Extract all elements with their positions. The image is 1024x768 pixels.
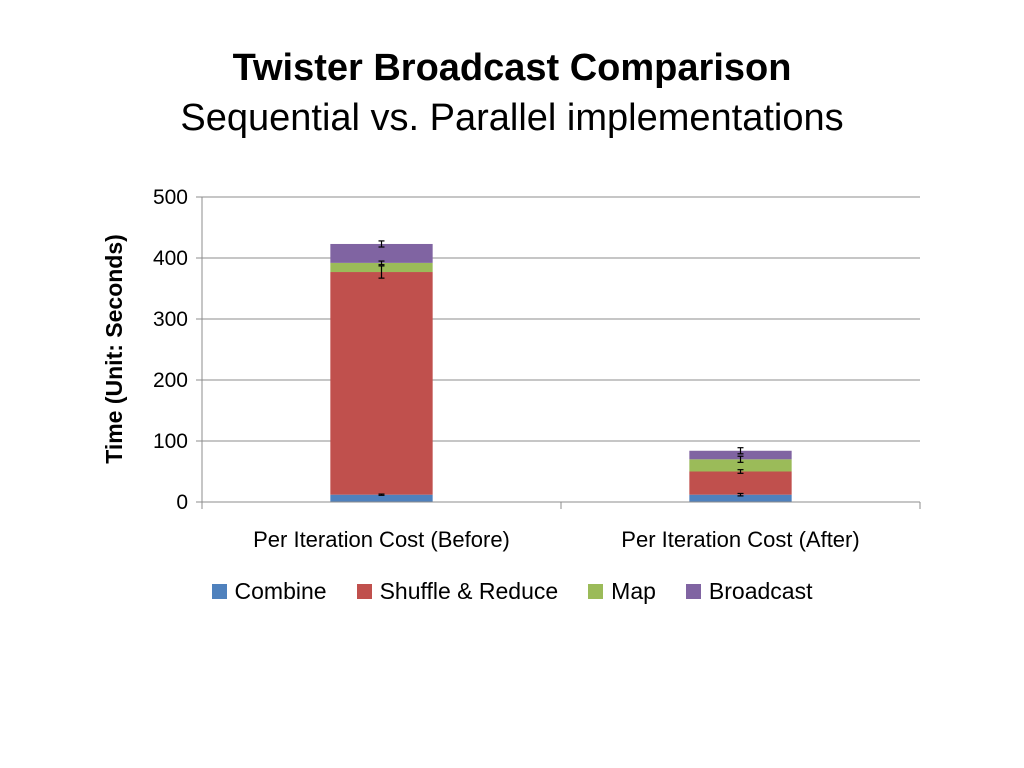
chart-title-block: Twister Broadcast Comparison Sequential … bbox=[0, 44, 1024, 144]
legend-item: Combine bbox=[211, 578, 327, 605]
y-tick-label: 500 bbox=[153, 186, 188, 209]
legend-item: Shuffle & Reduce bbox=[356, 578, 559, 605]
bar-segment-combine bbox=[330, 494, 433, 502]
bar-segment-broadcast bbox=[689, 450, 792, 460]
y-tick-label: 0 bbox=[176, 491, 188, 514]
x-category-label: Per Iteration Cost (Before) bbox=[253, 527, 510, 552]
error-bar bbox=[378, 493, 385, 496]
error-bar bbox=[737, 455, 744, 463]
bars bbox=[330, 243, 792, 502]
grid-lines bbox=[202, 196, 920, 442]
error-bar bbox=[378, 240, 385, 248]
legend-label: Combine bbox=[234, 578, 327, 604]
y-tick-label: 300 bbox=[153, 308, 188, 331]
legend-label: Map bbox=[611, 578, 656, 604]
legend-label: Shuffle & Reduce bbox=[379, 578, 559, 604]
error-bars bbox=[378, 240, 744, 497]
legend-item: Map bbox=[588, 578, 656, 605]
x-category-label: Per Iteration Cost (After) bbox=[621, 527, 859, 552]
legend-item: Broadcast bbox=[685, 578, 813, 605]
error-bar bbox=[737, 469, 744, 474]
error-bar bbox=[737, 447, 744, 455]
y-tick-label: 400 bbox=[153, 247, 188, 270]
chart-subtitle: Sequential vs. Parallel implementations bbox=[180, 97, 844, 139]
bar-segment-shuffle-reduce bbox=[330, 272, 433, 495]
error-bar bbox=[737, 492, 744, 497]
bar-segment-combine bbox=[689, 494, 792, 502]
legend-label: Broadcast bbox=[708, 578, 813, 604]
error-bar bbox=[378, 260, 385, 266]
y-tick-label: 100 bbox=[153, 430, 188, 453]
legend-swatch bbox=[356, 584, 372, 599]
legend: Combine Shuffle & Reduce Map Broadcast bbox=[0, 578, 1024, 605]
bar-segment-broadcast bbox=[330, 243, 433, 263]
legend-swatch bbox=[685, 584, 701, 599]
y-axis-label: Time (Unit: Seconds) bbox=[101, 234, 127, 464]
bar-segment-map bbox=[689, 459, 792, 472]
chart-title: Twister Broadcast Comparison bbox=[232, 47, 792, 89]
legend-swatch bbox=[211, 584, 227, 599]
legend-swatch bbox=[588, 584, 604, 599]
error-bar bbox=[378, 265, 385, 279]
axes: 0 100 200 300 400 500 Per Iteration Cost (Befo… bbox=[153, 186, 921, 552]
y-tick-label: 200 bbox=[153, 369, 188, 392]
bar-segment-shuffle-reduce bbox=[689, 471, 792, 495]
